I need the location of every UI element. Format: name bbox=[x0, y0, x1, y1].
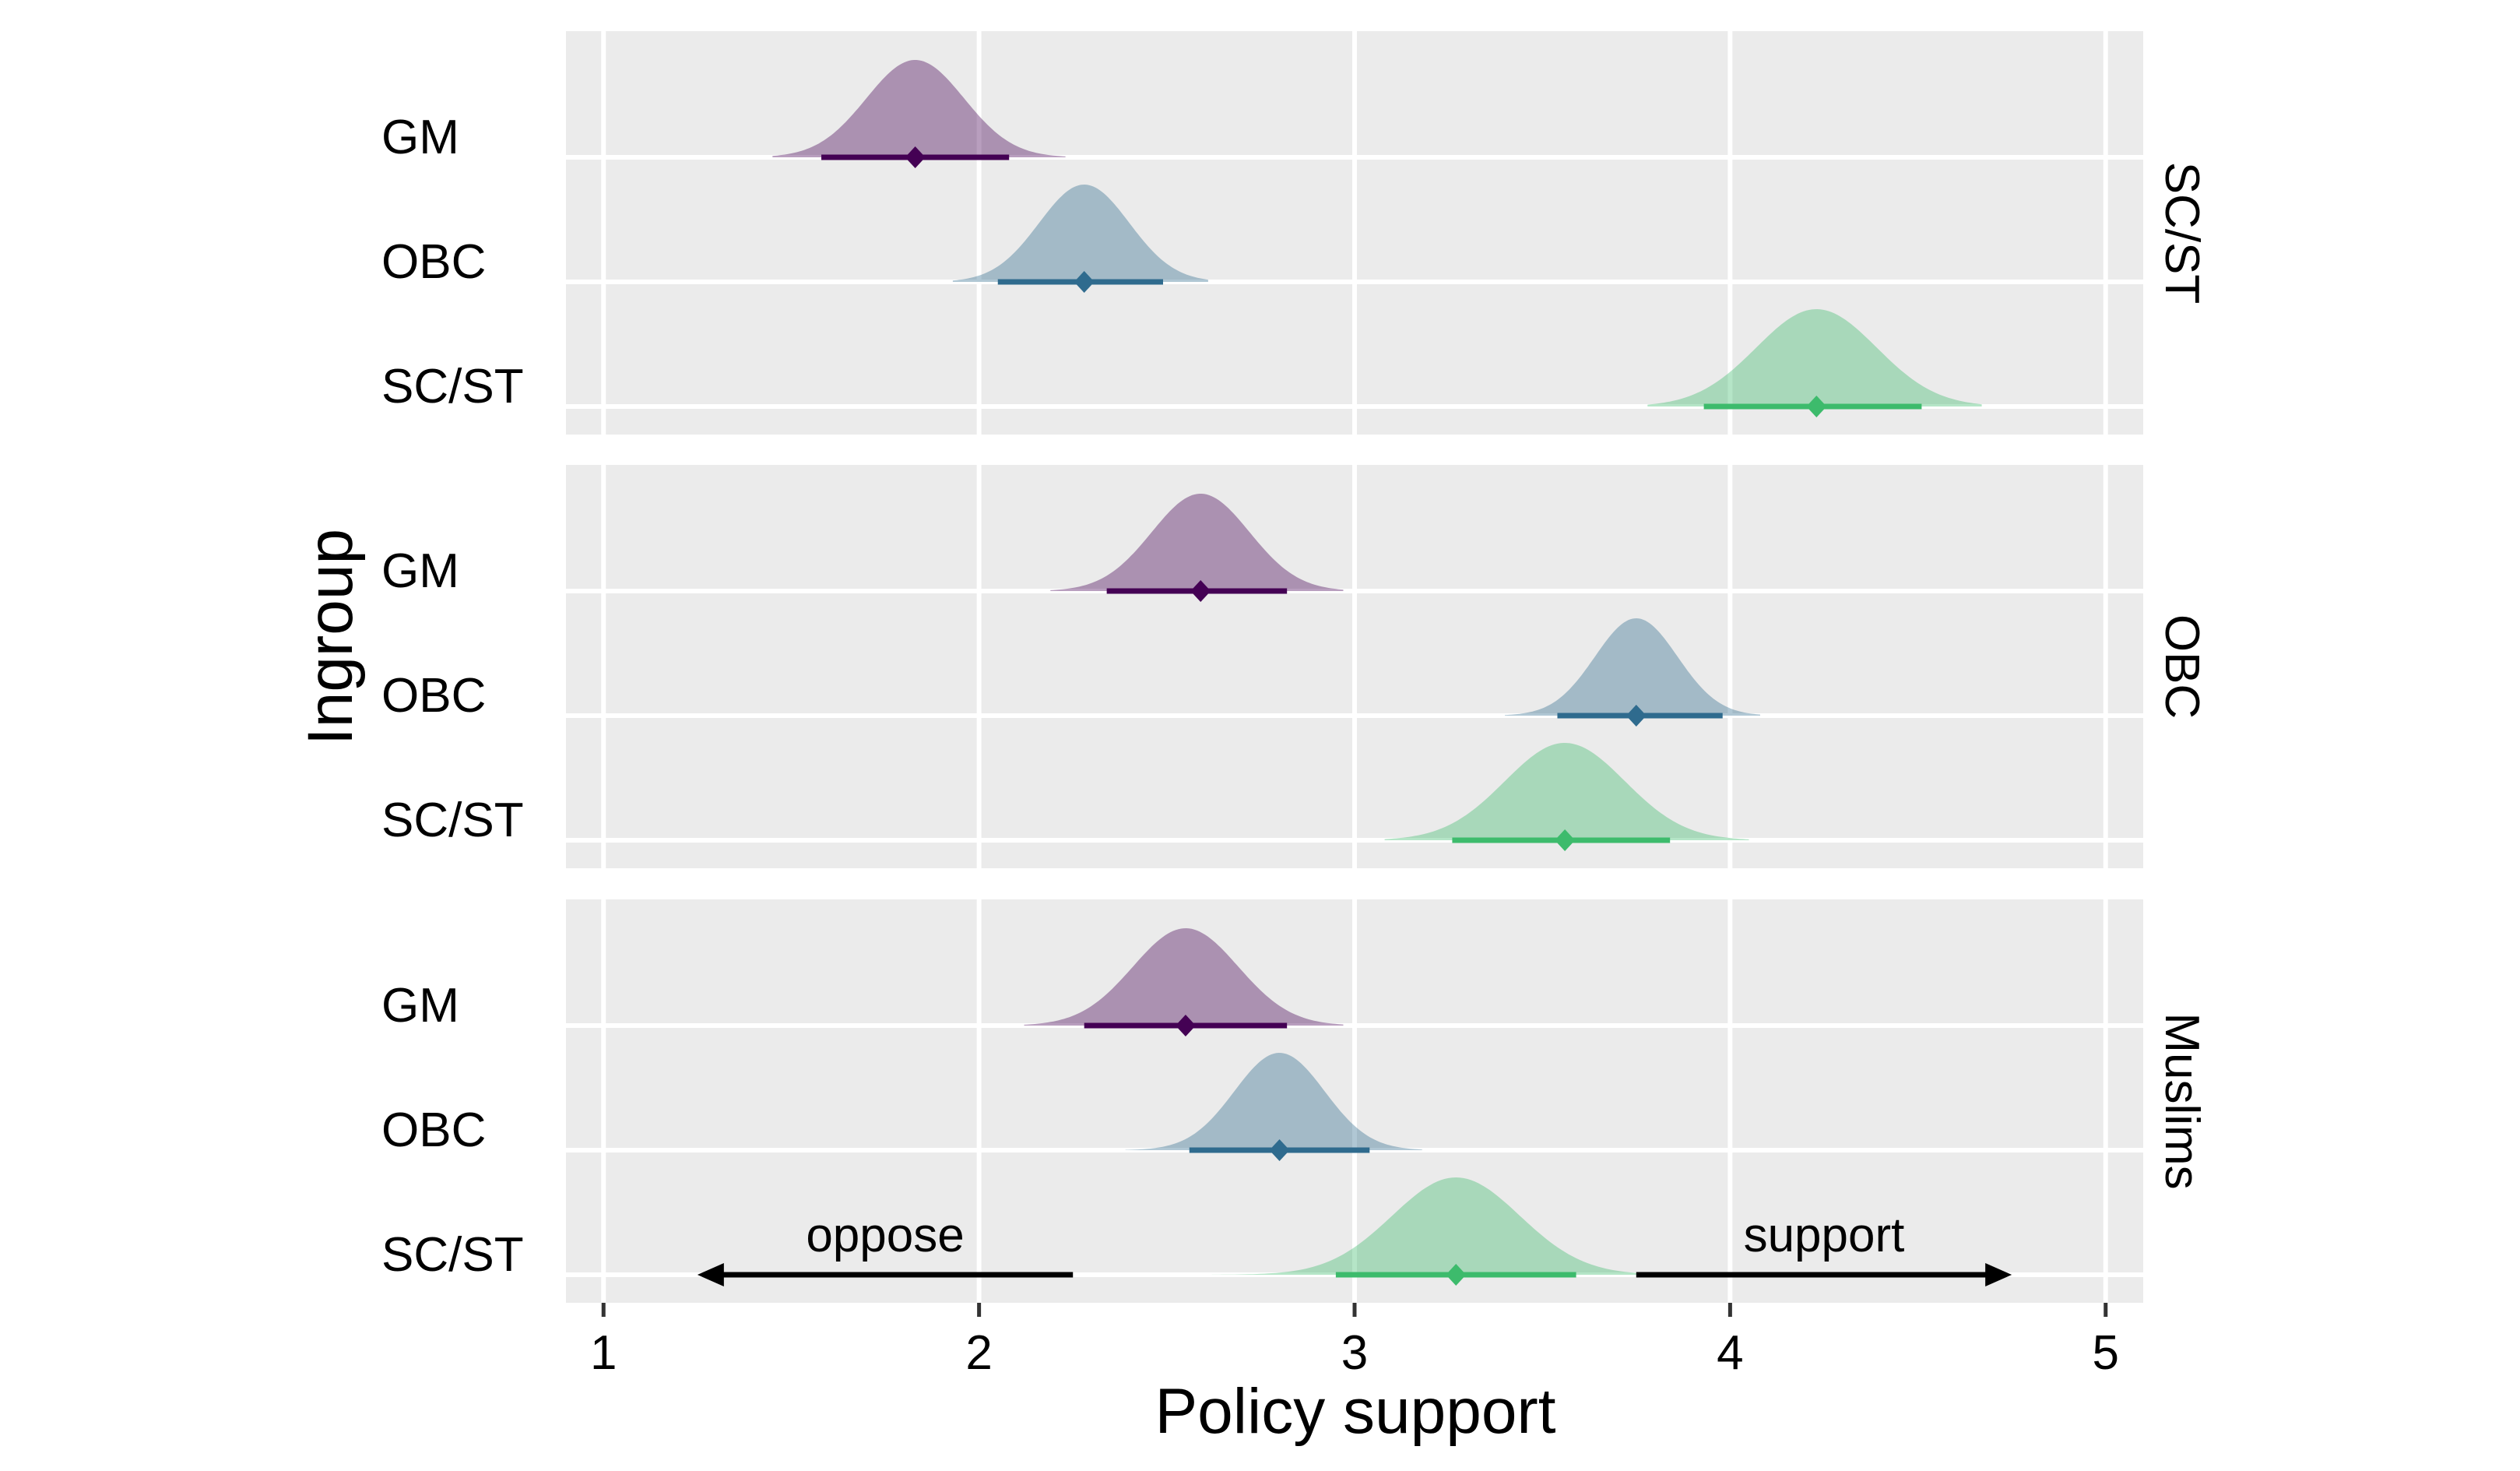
x-tick-label: 4 bbox=[1717, 1326, 1743, 1380]
support-annotation: support bbox=[1636, 1209, 2012, 1286]
y-tick-label: OBC bbox=[381, 235, 486, 289]
point-estimate-obc bbox=[1626, 705, 1647, 727]
series-gm: GM bbox=[381, 928, 1344, 1036]
point-estimate-gm bbox=[1190, 580, 1211, 602]
facet-label-sc-st: SC/ST bbox=[2155, 162, 2209, 304]
point-estimate-sc-st bbox=[1806, 396, 1827, 417]
y-tick-label: GM bbox=[381, 979, 459, 1033]
density-gm bbox=[1024, 928, 1344, 1026]
y-tick-label: GM bbox=[381, 544, 459, 598]
point-estimate-sc-st bbox=[1446, 1264, 1467, 1286]
series-obc: OBC bbox=[381, 618, 1760, 727]
point-estimate-obc bbox=[1074, 271, 1095, 293]
density-sc-st bbox=[1211, 1177, 1663, 1275]
density-sc-st bbox=[1384, 743, 1749, 840]
y-tick-label: SC/ST bbox=[381, 360, 524, 413]
facet-panel-muslims: GM OBC SC/ST Muslims bbox=[381, 899, 2209, 1303]
series-sc-st: SC/ST bbox=[381, 309, 1982, 417]
oppose-arrow-head bbox=[697, 1263, 724, 1286]
facet-panel-sc-st: GM OBC SC/ST SC/ST bbox=[381, 31, 2209, 435]
series-gm: GM bbox=[381, 494, 1344, 602]
y-tick-label: GM bbox=[381, 111, 459, 164]
oppose-annotation: oppose bbox=[697, 1209, 1074, 1286]
y-tick-label: OBC bbox=[381, 1103, 486, 1157]
density-obc bbox=[1505, 618, 1760, 716]
point-estimate-gm bbox=[905, 146, 926, 168]
series-sc-st: SC/ST bbox=[381, 743, 1749, 851]
x-tick-label: 2 bbox=[965, 1326, 992, 1380]
facet-panel-obc: GM OBC SC/ST OBC bbox=[381, 465, 2209, 868]
x-tick-label: 1 bbox=[590, 1326, 617, 1380]
x-tick-label: 3 bbox=[1341, 1326, 1368, 1380]
y-tick-label: SC/ST bbox=[381, 1228, 524, 1282]
facet-label-obc: OBC bbox=[2155, 614, 2209, 719]
support-arrow-head bbox=[1985, 1263, 2012, 1286]
y-tick-label: SC/ST bbox=[381, 794, 524, 847]
support-label: support bbox=[1744, 1209, 1905, 1262]
series-gm: GM bbox=[381, 60, 1066, 168]
facet-label-muslims: Muslims bbox=[2155, 1012, 2209, 1189]
density-sc-st bbox=[1647, 309, 1982, 406]
density-obc bbox=[1125, 1053, 1422, 1150]
point-estimate-sc-st bbox=[1555, 829, 1576, 851]
density-obc bbox=[952, 185, 1208, 282]
series-sc-st: SC/ST bbox=[381, 1177, 1663, 1286]
series-obc: OBC bbox=[381, 185, 1208, 293]
annotations: oppose support bbox=[697, 1209, 2012, 1286]
x-tick-label: 5 bbox=[2093, 1326, 2119, 1380]
y-tick-label: OBC bbox=[381, 669, 486, 723]
density-gm bbox=[772, 60, 1066, 157]
point-estimate-obc bbox=[1269, 1139, 1290, 1161]
density-gm bbox=[1050, 494, 1344, 591]
point-estimate-gm bbox=[1175, 1015, 1196, 1036]
facet-panels: GM OBC SC/ST SC/ST GM OBC SC/ST OBC GM OBC SC/ST Mu… bbox=[381, 31, 2209, 1303]
x-axis: 1 2 3 4 5 bbox=[590, 1303, 2119, 1380]
x-axis-title: Policy support bbox=[1155, 1376, 1555, 1447]
y-axis-title: Ingroup bbox=[295, 529, 366, 745]
series-obc: OBC bbox=[381, 1053, 1422, 1161]
oppose-label: oppose bbox=[806, 1209, 964, 1262]
